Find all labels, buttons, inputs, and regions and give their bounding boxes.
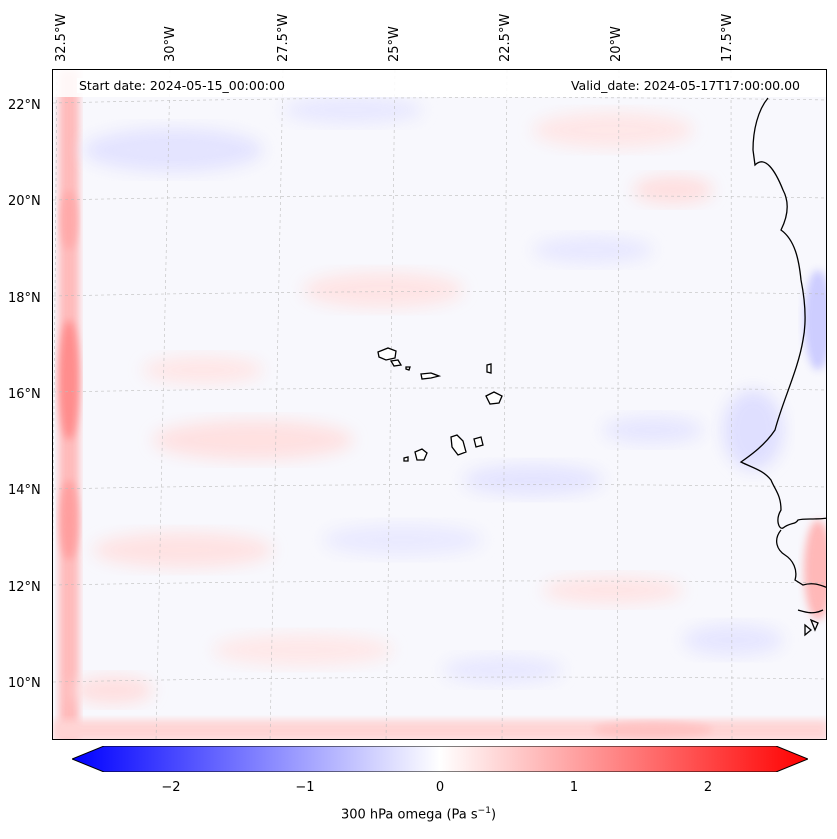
colorbar-tick-neg1: −1	[295, 780, 315, 795]
colorbar-tick-2: 2	[703, 780, 713, 795]
guinea-coast	[797, 609, 824, 614]
cape-verde-islands	[377, 347, 503, 462]
graticule	[53, 70, 826, 739]
lon-label-25w: 25°W	[387, 26, 402, 62]
lon-label-22-5w: 22.5°W	[498, 13, 513, 62]
colorbar-gradient	[72, 746, 808, 772]
lon-label-17-5w: 17.5°W	[720, 13, 735, 62]
senegal-gambia-coast	[775, 529, 826, 588]
guinea-islands	[804, 618, 819, 637]
lat-label-12n: 12°N	[8, 580, 41, 595]
omega-field-map	[53, 70, 826, 739]
lat-label-10n: 10°N	[8, 676, 41, 691]
lat-label-16n: 16°N	[8, 387, 41, 402]
omega-contours	[53, 70, 826, 739]
colorbar-tick-neg2: −2	[161, 780, 181, 795]
colorbar-title: 300 hPa omega (Pa s−1)	[340, 806, 497, 823]
lon-label-32-5w: 32.5°W	[54, 13, 69, 62]
lat-label-22n: 22°N	[8, 98, 41, 113]
map-panel	[52, 69, 827, 740]
coastlines	[739, 97, 826, 637]
lat-label-18n: 18°N	[8, 291, 41, 306]
start-date-label: Start date: 2024-05-15_00:00:00	[77, 78, 287, 93]
valid-date-label: Valid_date: 2024-05-17T17:00:00.00	[568, 78, 802, 93]
african-coastline	[739, 97, 826, 529]
colorbar-tick-0: 0	[435, 780, 445, 795]
lat-label-14n: 14°N	[8, 483, 41, 498]
lon-label-30w: 30°W	[163, 26, 178, 62]
colorbar	[72, 746, 808, 772]
lon-label-20w: 20°W	[609, 26, 624, 62]
lat-label-20n: 20°N	[8, 194, 41, 209]
colorbar-tick-1: 1	[569, 780, 579, 795]
lon-label-27-5w: 27.5°W	[276, 13, 291, 62]
